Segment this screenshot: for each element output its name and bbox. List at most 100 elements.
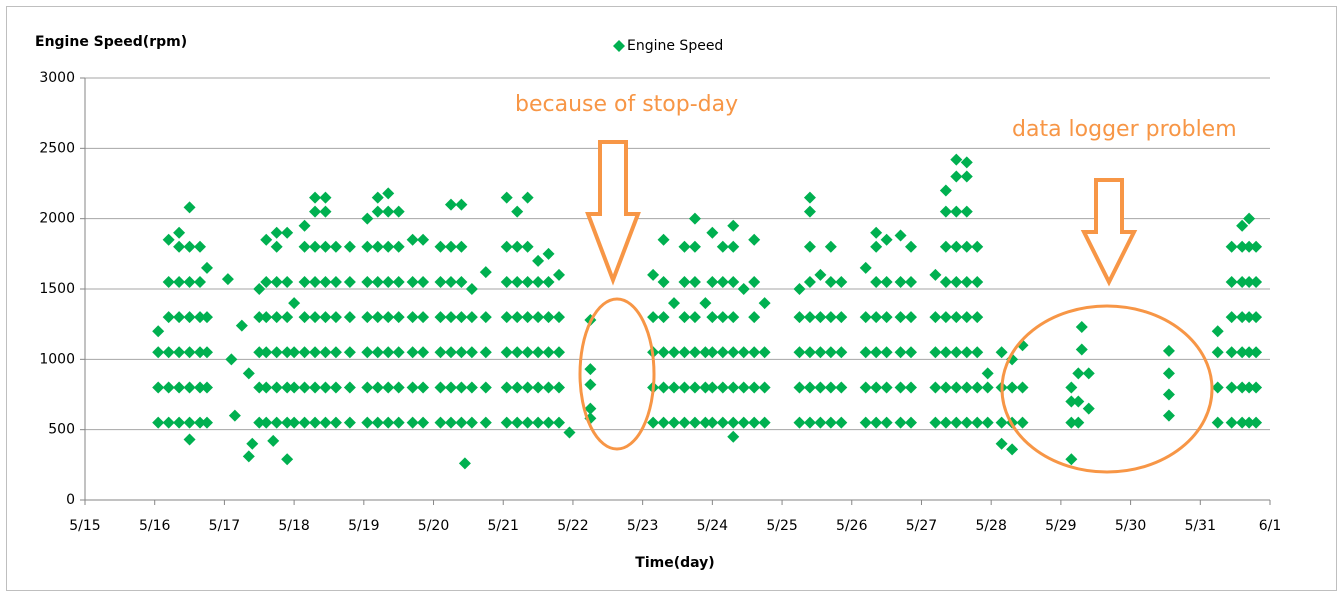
x-tick-label: 5/21 <box>488 518 519 534</box>
point <box>1236 240 1249 253</box>
point <box>584 363 597 376</box>
point <box>824 240 837 253</box>
point <box>678 416 691 429</box>
x-tick-label: 5/16 <box>139 518 171 534</box>
point <box>950 416 963 429</box>
point <box>716 346 729 359</box>
point <box>793 416 806 429</box>
point <box>162 275 175 288</box>
point <box>392 346 405 359</box>
point <box>288 416 301 429</box>
point <box>803 205 816 218</box>
point <box>382 346 395 359</box>
point <box>361 416 374 429</box>
point <box>1006 443 1019 456</box>
point <box>417 311 430 324</box>
point <box>309 205 322 218</box>
point <box>803 191 816 204</box>
point <box>329 381 342 394</box>
point <box>1016 416 1029 429</box>
x-tick-label: 5/17 <box>209 518 240 534</box>
point <box>329 416 342 429</box>
point <box>162 381 175 394</box>
point <box>1016 381 1029 394</box>
point <box>319 346 332 359</box>
point <box>406 311 419 324</box>
point <box>737 416 750 429</box>
point <box>1250 416 1263 429</box>
point <box>737 346 750 359</box>
point <box>521 381 534 394</box>
point <box>835 416 848 429</box>
point <box>152 325 165 338</box>
point <box>960 311 973 324</box>
point <box>880 381 893 394</box>
point <box>455 381 468 394</box>
point <box>657 233 670 246</box>
point <box>246 437 259 450</box>
x-tick-label: 5/18 <box>278 518 309 534</box>
point <box>1082 367 1095 380</box>
point <box>417 381 430 394</box>
point <box>1225 240 1238 253</box>
point <box>500 416 513 429</box>
point <box>905 346 918 359</box>
point <box>444 346 457 359</box>
point <box>152 346 165 359</box>
point <box>371 311 384 324</box>
point <box>479 311 492 324</box>
point <box>905 381 918 394</box>
point <box>173 240 186 253</box>
point <box>225 353 238 366</box>
point <box>960 416 973 429</box>
point <box>444 311 457 324</box>
point <box>939 311 952 324</box>
point <box>981 416 994 429</box>
point <box>309 240 322 253</box>
point <box>1236 381 1249 394</box>
point <box>242 450 255 463</box>
point <box>343 275 356 288</box>
point <box>553 381 565 394</box>
point <box>859 381 872 394</box>
point <box>392 381 405 394</box>
point <box>563 426 576 439</box>
point <box>288 381 301 394</box>
point <box>929 416 942 429</box>
legend-marker <box>613 40 625 52</box>
point <box>434 346 447 359</box>
point <box>1211 381 1224 394</box>
point <box>1162 409 1175 422</box>
point <box>329 275 342 288</box>
point <box>706 275 719 288</box>
point <box>699 346 712 359</box>
point <box>929 268 942 281</box>
point <box>971 381 984 394</box>
point <box>194 311 207 324</box>
point <box>465 283 478 295</box>
point <box>1243 212 1256 225</box>
point <box>298 240 311 253</box>
point <box>382 275 395 288</box>
point <box>319 205 332 218</box>
point <box>727 275 740 288</box>
point <box>260 346 273 359</box>
point <box>382 205 395 218</box>
x-tick-label: 5/23 <box>627 518 658 534</box>
point <box>716 275 729 288</box>
point <box>298 416 311 429</box>
point <box>1065 395 1078 408</box>
point <box>699 297 712 310</box>
point <box>183 381 196 394</box>
x-tick-label: 5/26 <box>836 518 868 534</box>
point <box>960 346 973 359</box>
point <box>511 275 524 288</box>
point <box>678 381 691 394</box>
point <box>542 275 555 288</box>
point <box>793 346 806 359</box>
point <box>200 261 213 274</box>
point <box>162 346 175 359</box>
point <box>950 153 963 166</box>
point <box>894 275 907 288</box>
point <box>894 381 907 394</box>
